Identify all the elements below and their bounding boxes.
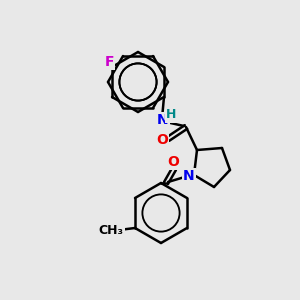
Text: O: O: [156, 133, 168, 147]
Text: H: H: [166, 109, 176, 122]
Text: CH₃: CH₃: [98, 224, 124, 236]
Text: F: F: [104, 55, 114, 69]
Text: O: O: [167, 155, 179, 169]
Text: N: N: [183, 169, 195, 183]
Text: N: N: [157, 113, 169, 127]
